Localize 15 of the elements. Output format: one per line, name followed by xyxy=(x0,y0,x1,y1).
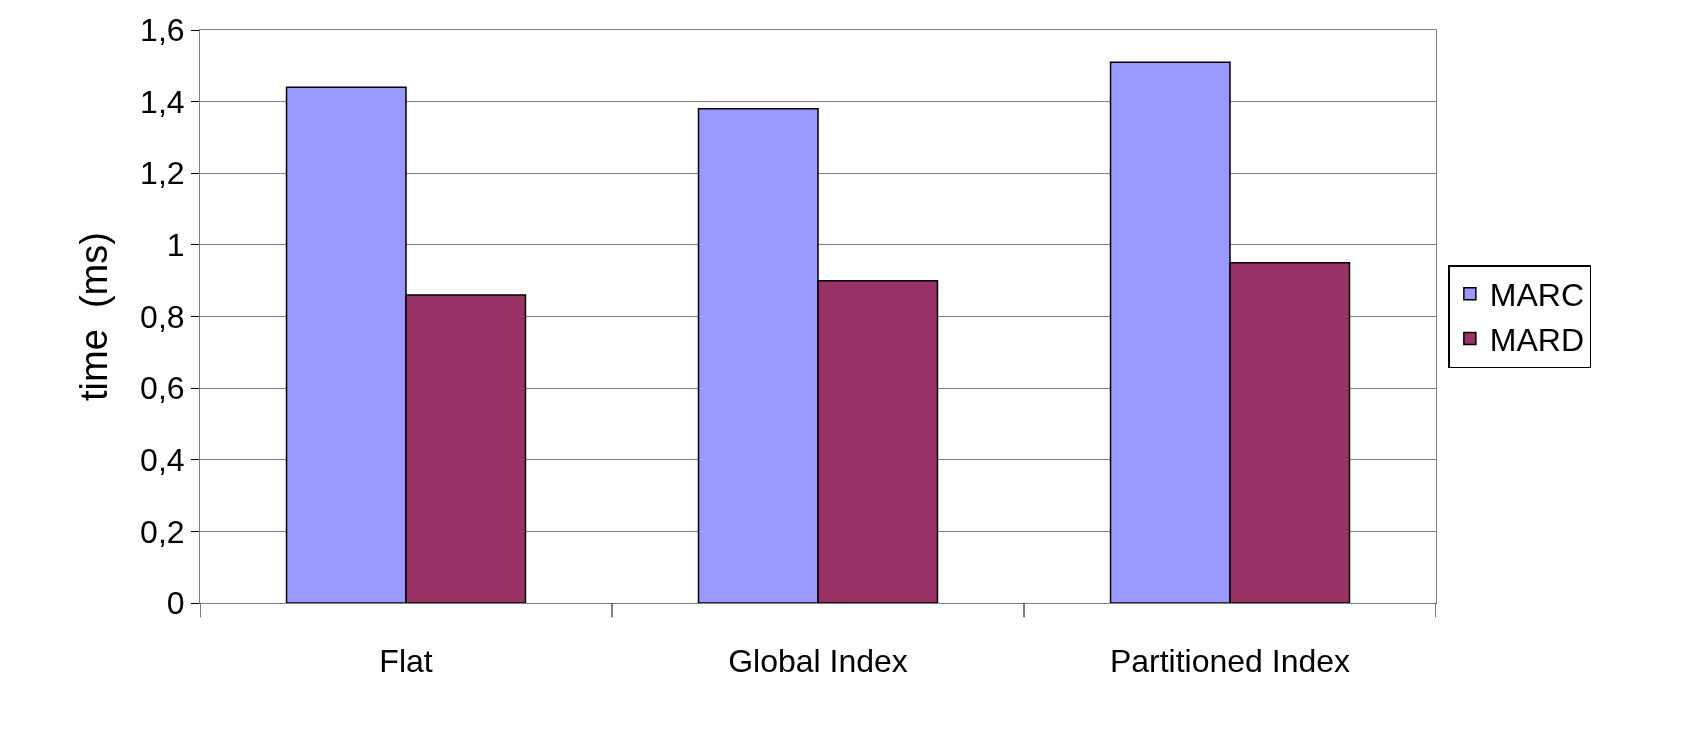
y-axis-title: time (ms) xyxy=(73,232,116,401)
legend-label: MARC xyxy=(1489,277,1585,314)
y-tick-label: 0,4 xyxy=(140,441,185,478)
y-tick-label: 1,6 xyxy=(140,12,185,49)
y-tick-label: 1 xyxy=(166,227,185,264)
legend-label: MARD xyxy=(1489,321,1585,358)
y-tick-label: 0,2 xyxy=(140,513,185,550)
y-tick-label: 1,4 xyxy=(140,83,185,120)
y-tick-label: 0,6 xyxy=(140,370,185,407)
x-tick-label: Flat xyxy=(379,643,433,680)
x-tick-label: Partitioned Index xyxy=(1109,643,1351,680)
y-tick-label: 0 xyxy=(166,585,185,622)
x-tick-label: Global Index xyxy=(728,643,908,680)
y-tick-label: 1,2 xyxy=(140,155,185,192)
y-tick-label: 0,8 xyxy=(140,298,185,335)
